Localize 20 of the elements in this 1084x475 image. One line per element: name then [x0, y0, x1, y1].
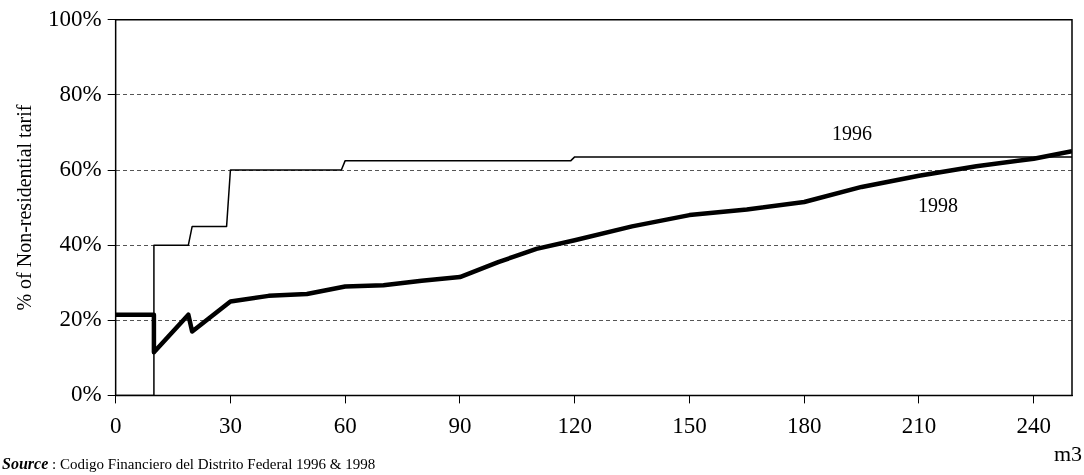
y-tick-label: 0% [70, 381, 102, 407]
y-axis-title: % of Non-residential tarif [13, 104, 36, 311]
x-tick-label: 240 [1016, 413, 1051, 439]
series-label: 1996 [832, 122, 873, 145]
x-tick-label: 150 [672, 413, 707, 439]
x-tick-label: 180 [786, 413, 822, 439]
y-tick-label: 60% [59, 156, 102, 182]
y-tick-label: 100% [47, 5, 102, 31]
x-tick-label: 60 [333, 413, 357, 439]
x-tick-label: 210 [901, 413, 937, 439]
x-axis-title: m3 [1053, 441, 1082, 467]
x-tick-label: 90 [448, 413, 472, 439]
y-tick-label: 80% [59, 80, 102, 106]
x-tick-label: 30 [218, 413, 242, 439]
y-tick-label: 20% [59, 306, 102, 332]
y-tick-label: 40% [59, 231, 102, 257]
series-label: 1998 [918, 193, 959, 216]
x-tick-label: 120 [557, 413, 592, 439]
source-note: Source : Codigo Financiero del Distrito Federal 1996 & 1998 [2, 455, 376, 472]
x-tick-label: 0 [109, 413, 122, 439]
